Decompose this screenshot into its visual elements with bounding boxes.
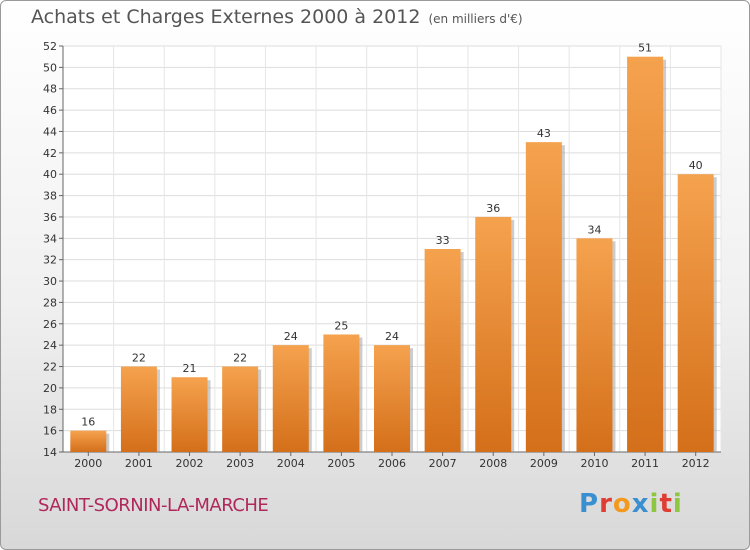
x-tick-label: 2002 — [176, 457, 204, 470]
y-tick-label: 26 — [43, 318, 57, 331]
y-tick-label: 22 — [43, 361, 57, 374]
y-tick-label: 16 — [43, 425, 57, 438]
unit-subtitle: (en milliers d'€) — [428, 12, 523, 26]
y-tick-label: 14 — [43, 446, 57, 459]
y-tick-label: 42 — [43, 147, 57, 160]
data-label: 21 — [183, 362, 197, 375]
x-tick-label: 2012 — [682, 457, 710, 470]
bar-2012 — [677, 174, 714, 453]
logo-letter: i — [649, 489, 660, 519]
commune-name: SAINT-SORNIN-LA-MARCHE — [38, 495, 269, 516]
data-label: 43 — [537, 127, 551, 140]
logo-letter: t — [659, 489, 673, 519]
data-label: 16 — [81, 416, 95, 429]
data-label: 40 — [689, 159, 703, 172]
logo-letter: r — [599, 489, 613, 519]
chart-title: Achats et Charges Externes 2000 à 2012 (e… — [31, 6, 523, 28]
logo-letter: i — [672, 489, 683, 519]
data-label: 51 — [638, 42, 652, 55]
x-tick-label: 2006 — [378, 457, 406, 470]
x-tick-label: 2010 — [580, 457, 608, 470]
x-tick-label: 2009 — [530, 457, 558, 470]
y-tick-label: 44 — [43, 125, 57, 138]
x-tick-label: 2011 — [631, 457, 659, 470]
y-tick-label: 40 — [43, 168, 57, 181]
x-tick-label: 2001 — [125, 457, 153, 470]
data-label: 24 — [284, 330, 298, 343]
bar-layer: 16 22 21 22 24 25 24 33 36 43 34 51 40 — [70, 42, 717, 453]
y-tick-label: 18 — [43, 403, 57, 416]
y-tick-label: 34 — [43, 232, 57, 245]
bar-2010 — [576, 238, 613, 452]
y-tick-label: 38 — [43, 190, 57, 203]
y-tick-label: 28 — [43, 296, 57, 309]
data-label: 24 — [385, 330, 399, 343]
x-tick-label: 2008 — [479, 457, 507, 470]
bar-2001 — [120, 366, 157, 452]
bar-2009 — [525, 142, 562, 452]
y-tick-label: 50 — [43, 61, 57, 74]
y-tick-label: 36 — [43, 211, 57, 224]
x-tick-label: 2005 — [327, 457, 355, 470]
data-label: 22 — [132, 352, 146, 365]
bar-2005 — [323, 334, 360, 452]
logo-letter: o — [612, 489, 632, 519]
proxiti-logo: Proxiti — [579, 489, 683, 519]
y-tick-label: 32 — [43, 254, 57, 267]
x-tick-label: 2003 — [226, 457, 254, 470]
y-tick-label: 48 — [43, 83, 57, 96]
bar-2002 — [171, 377, 208, 452]
y-tick-label: 46 — [43, 104, 57, 117]
x-tick-label: 2004 — [277, 457, 305, 470]
data-label: 25 — [334, 319, 348, 332]
y-tick-label: 52 — [43, 40, 57, 53]
bar-2007 — [424, 249, 461, 452]
y-tick-label: 24 — [43, 339, 57, 352]
logo-letter: x — [631, 489, 650, 519]
data-label: 36 — [486, 202, 500, 215]
y-tick-label: 20 — [43, 382, 57, 395]
bar-2000 — [70, 430, 107, 452]
title-text: Achats et Charges Externes 2000 à 2012 — [31, 6, 421, 28]
x-tick-label: 2000 — [74, 457, 102, 470]
bar-2006 — [374, 345, 410, 452]
x-tick-label: 2007 — [429, 457, 457, 470]
bar-2008 — [475, 216, 512, 452]
bar-2004 — [272, 345, 309, 452]
data-label: 33 — [436, 234, 450, 247]
bar-2011 — [627, 56, 664, 453]
logo-letter: P — [579, 489, 600, 519]
data-label: 22 — [233, 352, 247, 365]
bar-2003 — [222, 366, 259, 452]
y-tick-label: 30 — [43, 275, 57, 288]
data-label: 34 — [587, 223, 601, 236]
